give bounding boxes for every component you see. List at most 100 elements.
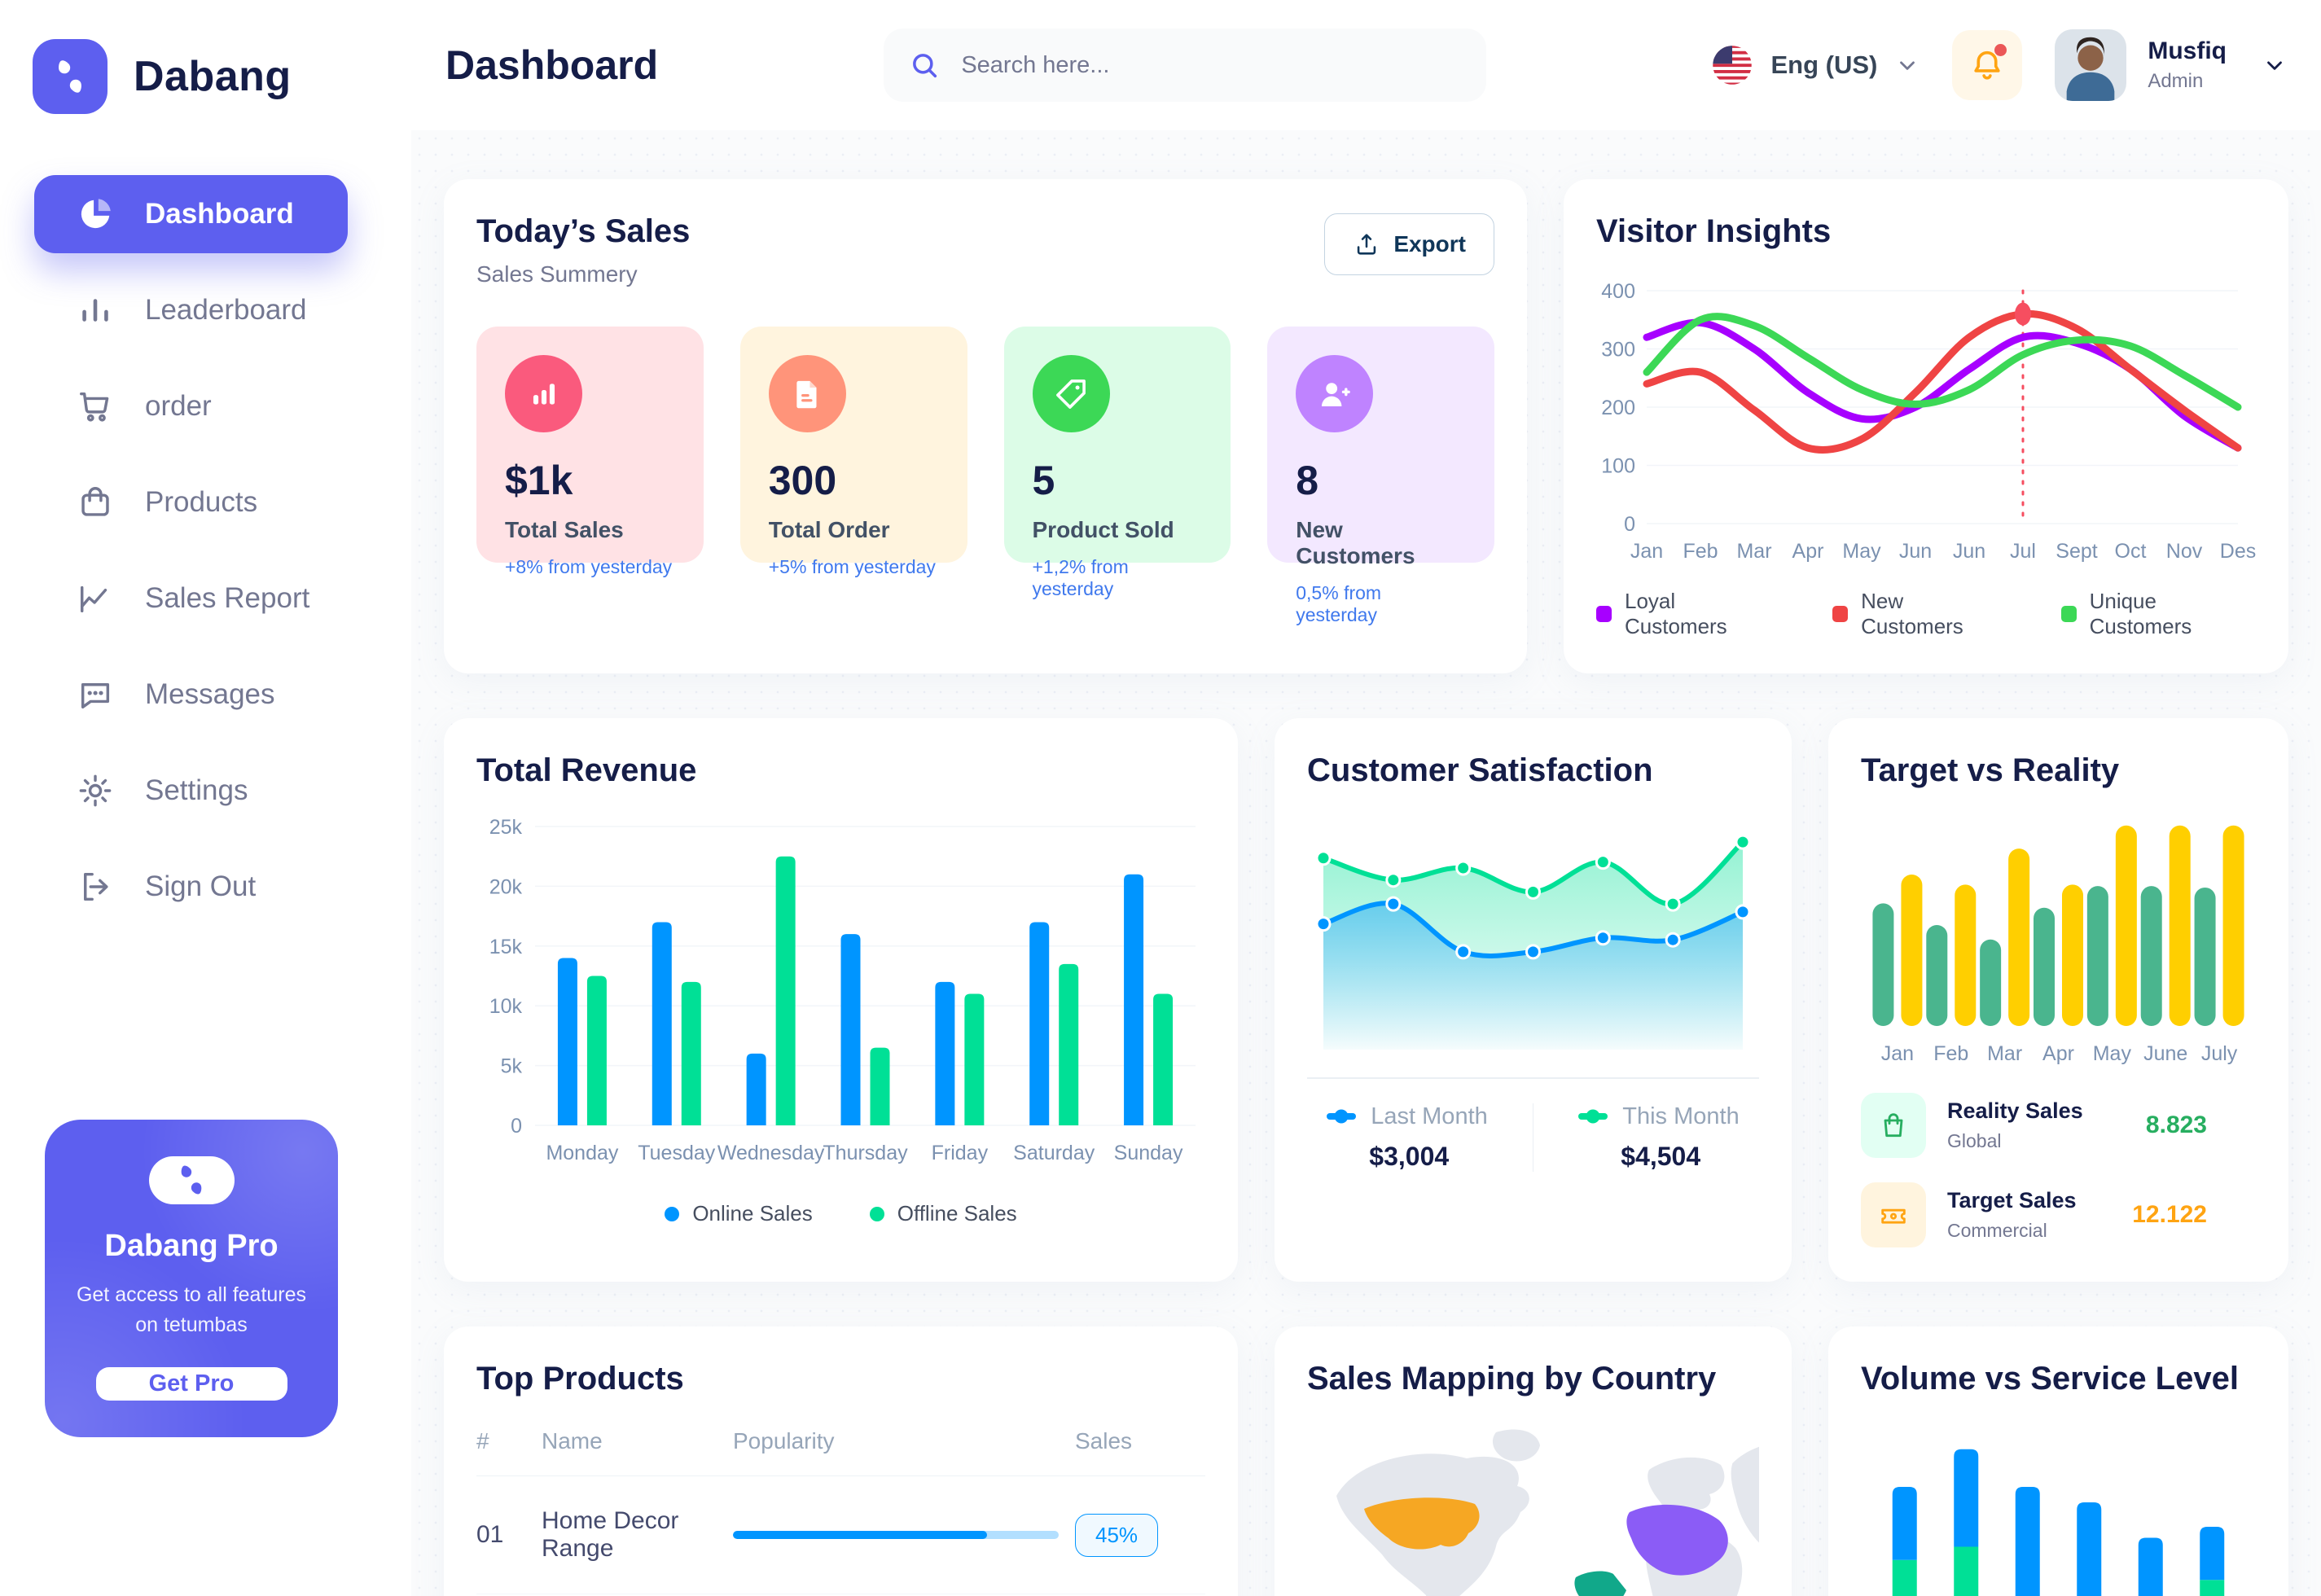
stat-delta: 0,5% from yesterday bbox=[1296, 582, 1382, 625]
sidebar-item-label: Products bbox=[145, 486, 258, 518]
export-button[interactable]: Export bbox=[1324, 213, 1494, 275]
svg-text:Mar: Mar bbox=[1736, 540, 1771, 563]
todays-sales-subtitle: Sales Summery bbox=[476, 261, 638, 287]
user-role: Admin bbox=[2148, 70, 2204, 92]
product-rank: 01 bbox=[476, 1521, 504, 1548]
divider bbox=[1307, 1077, 1759, 1079]
svg-text:Apr: Apr bbox=[1792, 540, 1824, 563]
file-icon bbox=[768, 355, 846, 432]
svg-text:Monday: Monday bbox=[546, 1142, 618, 1164]
search-icon bbox=[913, 54, 937, 78]
total-revenue-title: Total Revenue bbox=[476, 752, 697, 788]
visitor-insights-card: Visitor Insights 0 100 200 300 400 Jan Feb Mar A… bbox=[1564, 179, 2288, 673]
sidebar-item-label: Settings bbox=[145, 774, 248, 806]
sidebar-item-dashboard[interactable]: Dashboard bbox=[34, 175, 348, 253]
sidebar-item-order[interactable]: order bbox=[34, 367, 348, 445]
svg-text:25k: 25k bbox=[489, 816, 523, 839]
map-country-china bbox=[1626, 1504, 1728, 1576]
search-input[interactable] bbox=[884, 28, 1487, 102]
sales-badge: 45% bbox=[1075, 1513, 1159, 1557]
sidebar-item-sales-report[interactable]: Sales Report bbox=[34, 559, 348, 638]
svg-text:May: May bbox=[2093, 1042, 2132, 1065]
bars-icon bbox=[77, 292, 114, 329]
volume-vs-service-card: Volume vs Service Level Volume1,135Servi… bbox=[1828, 1326, 2288, 1596]
user-name: Musfiq bbox=[2148, 37, 2227, 64]
us-flag-icon bbox=[1713, 46, 1753, 85]
svg-text:Saturday: Saturday bbox=[1013, 1142, 1095, 1164]
top-products-title: Top Products bbox=[476, 1361, 684, 1396]
legend-item: Last Month $3,004 bbox=[1327, 1103, 1488, 1172]
svg-text:400: 400 bbox=[1601, 280, 1635, 303]
stat-delta: +5% from yesterday bbox=[768, 556, 936, 577]
gear-icon bbox=[77, 772, 114, 809]
sidebar-item-leaderboard[interactable]: Leaderboard bbox=[34, 271, 348, 349]
svg-text:June: June bbox=[2143, 1042, 2187, 1065]
legend-value: $4,504 bbox=[1621, 1141, 1701, 1171]
user-info: Musfiq Admin bbox=[2148, 37, 2227, 93]
stat-delta: +1,2% from yesterday bbox=[1032, 556, 1129, 599]
bag-icon bbox=[77, 484, 114, 521]
stat-cards: $1k Total Sales +8% from yesterday 300 Total… bbox=[476, 327, 1494, 625]
svg-text:Jan: Jan bbox=[1881, 1042, 1914, 1065]
top-products-card: Top Products # Name Popularity Sales 01 H… bbox=[444, 1326, 1238, 1596]
svg-text:10k: 10k bbox=[489, 995, 523, 1018]
svg-text:Jan: Jan bbox=[1630, 540, 1663, 563]
target-vs-reality-card: Target vs Reality Jan Feb Mar Apr May June Jul… bbox=[1828, 718, 2288, 1282]
sidebar-item-label: Leaderboard bbox=[145, 294, 307, 326]
tag-icon bbox=[1032, 355, 1110, 432]
todays-sales-card: Today’s Sales Sales Summery Export $1k To… bbox=[444, 179, 1527, 673]
svg-text:200: 200 bbox=[1601, 397, 1635, 419]
target-vs-reality-title: Target vs Reality bbox=[1861, 752, 2120, 788]
legend-item: Offline Sales bbox=[869, 1201, 1017, 1226]
sidebar-item-settings[interactable]: Settings bbox=[34, 752, 348, 830]
volume-vs-service-title: Volume vs Service Level bbox=[1861, 1361, 2239, 1396]
profile-menu[interactable]: Musfiq Admin bbox=[2055, 29, 2287, 101]
legend-item: This Month $4,504 bbox=[1578, 1103, 1740, 1172]
sidebar-item-products[interactable]: Products bbox=[34, 463, 348, 542]
product-name: Home Decor Range bbox=[542, 1507, 679, 1562]
get-pro-button[interactable]: Get Pro bbox=[95, 1366, 287, 1401]
total-revenue-legend: Online Sales Offline Sales bbox=[476, 1201, 1205, 1226]
bell-icon bbox=[1974, 50, 2000, 80]
sidebar-item-sign-out[interactable]: Sign Out bbox=[34, 848, 348, 926]
bag-small-icon bbox=[1861, 1093, 1926, 1158]
target-vs-reality-chart: Jan Feb Mar Apr May June July bbox=[1861, 812, 2256, 1068]
stat-card-total-sales: $1k Total Sales +8% from yesterday bbox=[476, 327, 704, 577]
pro-card: Dabang Pro Get access to all features on… bbox=[45, 1120, 338, 1437]
svg-text:Nov: Nov bbox=[2166, 540, 2203, 563]
notifications-button[interactable] bbox=[1952, 30, 2023, 100]
svg-text:Thursday: Thursday bbox=[823, 1142, 908, 1164]
language-selector[interactable]: Eng (US) bbox=[1712, 45, 1920, 86]
customer-satisfaction-legend: Last Month $3,004 This Month $4,504 bbox=[1307, 1103, 1759, 1172]
export-icon bbox=[1358, 234, 1376, 255]
target-vs-reality-legend: Reality Sales Global 8.823 Target Sales Comm… bbox=[1861, 1093, 2256, 1247]
customer-satisfaction-card: Customer Satisfaction Last Month $3,004 Th… bbox=[1275, 718, 1792, 1282]
world-map bbox=[1307, 1418, 1759, 1596]
stat-card-new-customers: 8 New Customers 0,5% from yesterday bbox=[1267, 327, 1494, 625]
chart-line-icon bbox=[77, 580, 114, 617]
legend-item: New Customers bbox=[1832, 589, 2003, 639]
sidebar-item-messages[interactable]: Messages bbox=[34, 656, 348, 734]
legend-divider bbox=[1532, 1103, 1534, 1172]
sales-mapping-card: Sales Mapping by Country bbox=[1275, 1326, 1792, 1596]
brand-name: Dabang bbox=[134, 53, 292, 100]
search bbox=[884, 28, 1487, 102]
export-label: Export bbox=[1393, 231, 1466, 256]
customer-satisfaction-title: Customer Satisfaction bbox=[1307, 752, 1653, 788]
pro-logo-icon bbox=[148, 1156, 235, 1204]
sales-mapping-title: Sales Mapping by Country bbox=[1307, 1361, 1717, 1396]
content: Today’s Sales Sales Summery Export $1k To… bbox=[411, 130, 2321, 1596]
sign-out-icon bbox=[77, 868, 114, 905]
total-revenue-card: Total Revenue 0 5k 10k 15k 20k 25k Monday Tuesd… bbox=[444, 718, 1238, 1282]
column-header: # bbox=[476, 1428, 489, 1454]
top-products-header: # Name Popularity Sales bbox=[476, 1428, 1205, 1476]
sidebar-item-label: Dashboard bbox=[145, 198, 294, 230]
svg-text:0: 0 bbox=[511, 1115, 522, 1138]
svg-text:May: May bbox=[1842, 540, 1881, 563]
svg-text:Jun: Jun bbox=[1953, 540, 1985, 563]
message-icon bbox=[77, 676, 114, 713]
svg-text:Oct: Oct bbox=[2115, 540, 2147, 563]
user-plus-icon bbox=[1296, 355, 1374, 432]
stat-card-product-sold: 5 Product Sold +1,2% from yesterday bbox=[1003, 327, 1231, 599]
stat-label: Total Order bbox=[768, 517, 890, 542]
